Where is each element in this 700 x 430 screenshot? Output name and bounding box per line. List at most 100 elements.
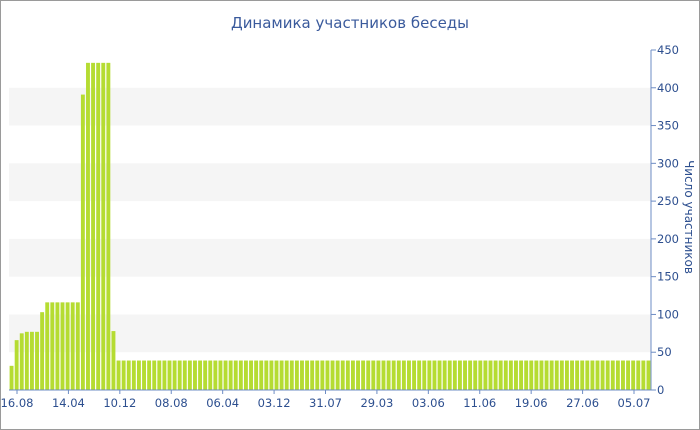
bar <box>96 62 101 391</box>
bar <box>468 360 473 390</box>
bar <box>29 331 34 390</box>
bar <box>452 360 457 390</box>
axes <box>9 50 652 391</box>
bar <box>534 360 539 390</box>
bar <box>396 360 401 390</box>
x-tick-label: 27.06 <box>566 396 599 410</box>
bar <box>157 360 162 390</box>
bar <box>254 360 259 390</box>
y-tick-label: 200 <box>657 232 679 246</box>
y-tick-label: 450 <box>657 43 679 57</box>
x-ticks: 16.08 14.04 10.12 08.08 06.04 03.12 31.07 29.03… <box>1 390 651 410</box>
bar <box>473 360 478 390</box>
bar <box>529 360 534 390</box>
bar <box>106 62 111 391</box>
bar <box>447 360 452 390</box>
bar <box>636 360 641 390</box>
bar <box>386 360 391 390</box>
bar <box>243 360 248 390</box>
x-tick-label: 14.04 <box>52 396 85 410</box>
bar <box>580 360 585 390</box>
bar <box>427 360 432 390</box>
bar <box>600 360 605 390</box>
bar <box>539 360 544 390</box>
bar <box>407 360 411 390</box>
bar <box>193 360 197 390</box>
bar <box>50 302 55 390</box>
bar <box>345 360 350 390</box>
x-tick-label: 29.03 <box>360 396 393 410</box>
bar <box>203 360 208 390</box>
bar <box>524 360 529 390</box>
bar <box>213 360 218 390</box>
bar <box>223 360 228 390</box>
bar <box>626 360 631 390</box>
bar <box>463 360 467 390</box>
bar <box>641 360 646 390</box>
bar <box>315 360 320 390</box>
bar <box>294 360 299 390</box>
bar <box>376 360 381 390</box>
bar <box>330 360 335 390</box>
bar <box>503 360 508 390</box>
bar <box>208 360 213 390</box>
bar <box>590 360 595 390</box>
bar <box>172 360 177 390</box>
bar <box>167 360 172 390</box>
y-tick-label: 400 <box>657 81 679 95</box>
x-tick-label: 03.12 <box>258 396 291 410</box>
y-ticks: 0 50 100 150 200 250 300 350 400 450 <box>651 43 679 397</box>
y-tick-label: 0 <box>657 383 664 397</box>
bar <box>238 360 243 390</box>
bar <box>187 360 192 390</box>
bar <box>24 331 29 390</box>
bar <box>488 360 493 390</box>
bar <box>621 360 625 390</box>
x-tick-label: 31.07 <box>309 396 342 410</box>
bar <box>631 360 636 390</box>
bar <box>111 331 116 390</box>
x-tick-label: 11.06 <box>463 396 496 410</box>
bar <box>152 360 157 390</box>
bar <box>417 360 422 390</box>
bar <box>340 360 345 390</box>
bar <box>585 360 590 390</box>
bar <box>101 62 106 391</box>
bar <box>595 360 600 390</box>
y-tick-label: 300 <box>657 156 679 170</box>
bar <box>177 360 182 390</box>
bar <box>228 360 233 390</box>
bar <box>361 360 366 390</box>
bar <box>305 360 310 390</box>
bar <box>80 94 85 390</box>
grid-band <box>9 163 651 202</box>
bar <box>9 365 14 390</box>
x-tick-label: 05.07 <box>618 396 651 410</box>
bar <box>575 360 580 390</box>
bar <box>564 360 569 390</box>
bar <box>371 360 376 390</box>
bar <box>35 331 39 390</box>
bar <box>335 360 340 390</box>
bar <box>310 360 315 390</box>
x-tick-label: 16.08 <box>1 396 34 410</box>
bar <box>91 62 96 391</box>
bar <box>289 360 294 390</box>
bar <box>274 360 279 390</box>
bar <box>391 360 396 390</box>
grid-band <box>9 87 651 126</box>
bar <box>615 360 620 390</box>
bar <box>320 360 325 390</box>
bar <box>65 302 70 390</box>
bar <box>437 360 442 390</box>
bar <box>570 360 574 390</box>
bar <box>549 360 554 390</box>
y-tick-label: 50 <box>657 345 672 359</box>
bar <box>264 360 269 390</box>
y-tick-label: 250 <box>657 194 679 208</box>
bar <box>19 333 24 390</box>
bar <box>86 62 90 391</box>
bar <box>493 360 498 390</box>
y-axis-label: Число участников <box>682 160 696 274</box>
